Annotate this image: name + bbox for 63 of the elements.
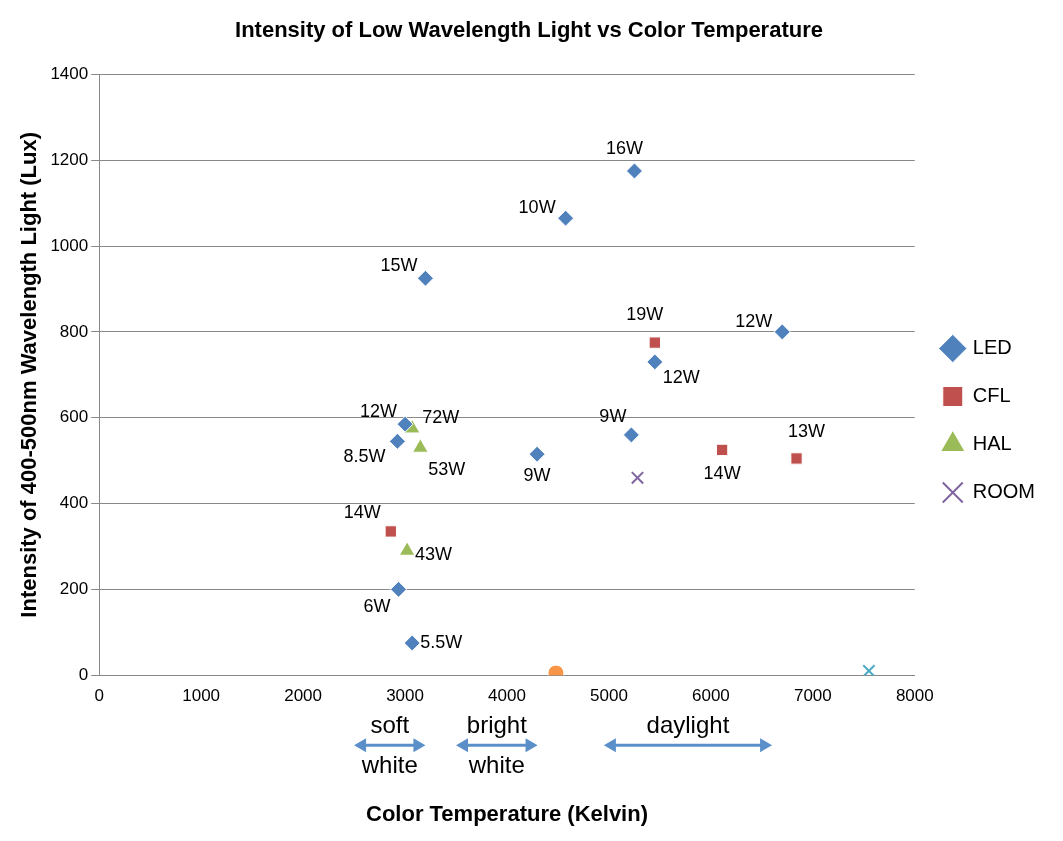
- annotation: 12W: [735, 310, 773, 331]
- chart-title: Intensity of Low Wavelength Light vs Color Temperature: [235, 17, 823, 43]
- annotation: 15W: [380, 255, 418, 276]
- x-axis-title: Color Temperature (Kelvin): [366, 800, 648, 826]
- x-tick-label: 0: [94, 686, 104, 706]
- point: [398, 541, 416, 556]
- point: [528, 445, 546, 463]
- point: [388, 432, 406, 450]
- point: [773, 323, 791, 341]
- legend-label: HAL: [972, 432, 1012, 455]
- y-tick-label: 400: [59, 493, 89, 513]
- point: [625, 162, 643, 180]
- y-tick-label: 0: [78, 664, 89, 684]
- annotation: 19W: [626, 303, 664, 324]
- y-tick-label: 1200: [50, 149, 89, 169]
- point: [403, 634, 421, 652]
- annotation: 16W: [605, 137, 643, 158]
- point: [630, 471, 645, 485]
- annotation: 9W: [599, 405, 627, 426]
- x-tick-label: 1000: [182, 686, 221, 706]
- y-tick-label: 1400: [50, 64, 89, 84]
- point: [416, 269, 434, 287]
- point: [384, 525, 397, 538]
- annotation: 8.5W: [343, 446, 386, 467]
- y-axis-title: Intensity of 400-500nm Wavelength Light (Lux): [16, 131, 42, 618]
- text: daylight: [646, 710, 730, 738]
- x-tick-label: 6000: [691, 686, 730, 706]
- y-tick-label: 600: [59, 407, 89, 427]
- x-tick-label: 7000: [793, 686, 832, 706]
- legend-label: ROOM: [972, 480, 1035, 503]
- annotation: 5.5W: [420, 631, 463, 652]
- text: soft white: [360, 710, 418, 778]
- point: [715, 443, 729, 457]
- y-tick-label: 800: [59, 321, 89, 341]
- point: [557, 209, 575, 227]
- legend-label: CFL: [972, 384, 1011, 407]
- x-tick-label: 2000: [284, 686, 323, 706]
- annotation: 53W: [428, 458, 466, 479]
- annotation: 12W: [360, 401, 398, 422]
- annotation: 72W: [422, 407, 460, 428]
- annotation: 6W: [363, 596, 391, 617]
- point: [646, 353, 664, 371]
- y-tick-label: 200: [59, 579, 89, 599]
- point: [390, 580, 408, 598]
- annotation: 13W: [788, 421, 826, 442]
- point: [396, 415, 414, 433]
- point: [862, 664, 876, 676]
- legend-label: LED: [972, 336, 1012, 359]
- x-tick-label: 3000: [386, 686, 424, 706]
- x-tick-label: 4000: [488, 686, 526, 706]
- x-tick-label: 8000: [895, 686, 934, 706]
- annotation: 43W: [415, 543, 453, 564]
- annotation: 14W: [703, 462, 741, 483]
- annotation: 9W: [523, 465, 551, 486]
- annotation: 10W: [518, 197, 556, 218]
- point: [648, 336, 661, 349]
- point: [790, 452, 803, 465]
- annotation: 12W: [662, 366, 700, 387]
- y-tick-label: 1000: [50, 235, 89, 255]
- annotation: 14W: [343, 502, 381, 523]
- x-tick-label: 5000: [590, 686, 628, 706]
- text: bright white: [466, 710, 528, 778]
- point: [622, 426, 640, 444]
